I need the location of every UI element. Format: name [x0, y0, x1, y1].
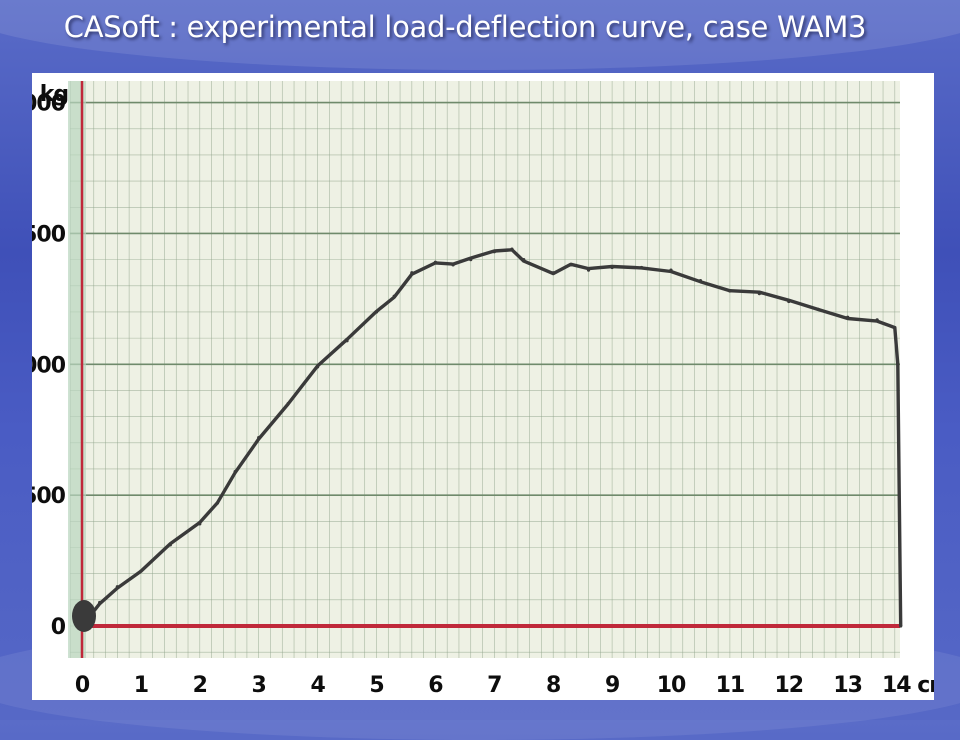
data-point [816, 307, 820, 311]
x-tick-label: 10 [657, 673, 686, 698]
data-point [469, 258, 473, 262]
data-point [846, 315, 850, 319]
data-point [345, 339, 349, 343]
data-point [787, 299, 791, 304]
y-unit-label: kg [40, 82, 68, 107]
x-tick-label: 13 [833, 673, 862, 698]
data-point [410, 271, 414, 275]
data-point [639, 265, 644, 270]
axes [68, 81, 900, 658]
data-point [728, 289, 732, 293]
data-point [522, 258, 526, 262]
data-point [510, 247, 514, 251]
y-tick-label: 1500 [32, 222, 66, 247]
x-tick-label: 5 [369, 673, 383, 698]
major-grid [70, 101, 900, 496]
data-point [139, 569, 143, 573]
slide-title: CASoft : experimental load-deflection cu… [63, 10, 867, 44]
x-tick-label: 1 [134, 673, 148, 698]
y-tick-label: 1000 [32, 353, 66, 378]
x-tick-label: 6 [428, 673, 443, 698]
data-point [899, 624, 903, 628]
x-tick-label: 11 [716, 673, 745, 698]
y-axis-band [68, 81, 86, 658]
data-point [610, 265, 614, 270]
data-point [316, 365, 320, 369]
data-point [115, 585, 119, 589]
curve-group [72, 247, 903, 632]
data-point [586, 268, 591, 272]
grid-paper [70, 81, 900, 658]
y-tick-label: 500 [32, 484, 66, 509]
data-point [875, 318, 879, 322]
data-point [198, 522, 202, 526]
data-point [374, 310, 379, 314]
data-point [286, 401, 290, 406]
data-point [569, 263, 573, 267]
x-tick-label: 2 [193, 673, 207, 698]
data-point [233, 469, 237, 474]
x-tick-label: 3 [252, 673, 266, 698]
x-tick-label: 9 [605, 673, 619, 698]
x-tick-label: 7 [487, 673, 501, 698]
data-point [492, 250, 496, 254]
data-point [98, 600, 102, 605]
data-point [551, 271, 555, 275]
data-point [669, 268, 673, 272]
data-point [215, 501, 220, 505]
data-point [392, 294, 396, 298]
x-tick-label: 4 [310, 673, 325, 698]
data-point [896, 362, 900, 366]
data-point [451, 263, 455, 267]
data-point [257, 435, 261, 440]
data-point [893, 326, 897, 330]
data-point [433, 260, 437, 264]
origin-blob [72, 600, 96, 632]
x-tick-label: 0 [75, 673, 90, 698]
y-tick-label: 2000 [32, 92, 66, 117]
x-tick-label: 8 [546, 673, 560, 698]
y-tick-label: 0 [51, 615, 66, 640]
data-point [168, 543, 172, 547]
x-tick-label: 14 cm [882, 673, 934, 698]
data-point [698, 278, 703, 283]
y-tick-labels: 050010001500200025003000kg [32, 82, 69, 640]
x-tick-label: 12 [774, 673, 803, 698]
data-point [757, 292, 761, 296]
